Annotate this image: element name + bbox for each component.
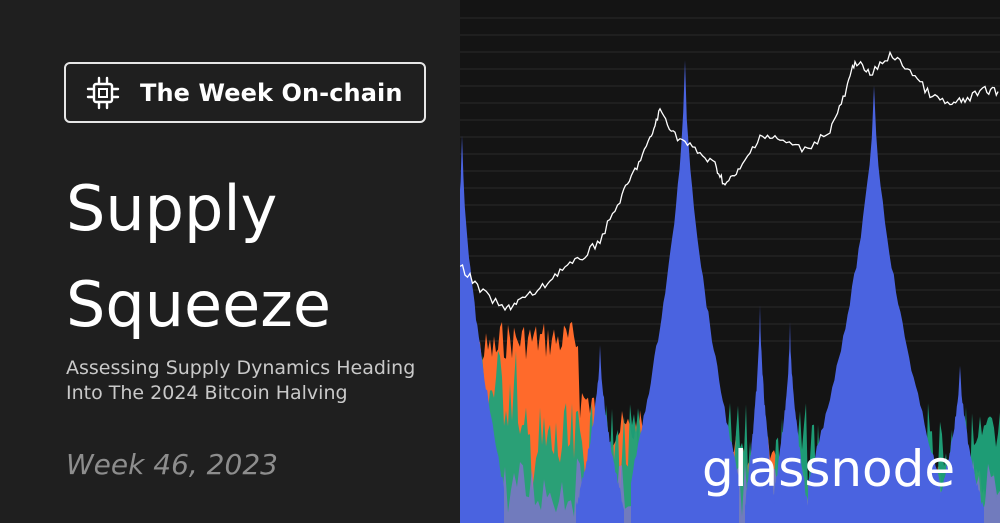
blue-spike-0 — [460, 135, 504, 523]
title-line-2: Squeeze — [66, 268, 331, 341]
title-line-1: Supply — [66, 172, 278, 245]
subtitle-line-1: Assessing Supply Dynamics Heading — [66, 357, 416, 379]
chart-artwork — [460, 0, 1000, 523]
brand-logo: glassnode — [702, 440, 956, 498]
week-label: Week 46, 2023 — [66, 448, 278, 481]
blue-spike-4 — [772, 321, 808, 523]
series-badge: The Week On-chain — [64, 62, 426, 123]
subtitle: Assessing Supply Dynamics Heading Into T… — [66, 356, 456, 406]
left-panel: The Week On-chain Supply Squeeze Assessi… — [0, 0, 460, 523]
price-line — [460, 50, 999, 312]
blue-spike-3 — [576, 345, 624, 523]
blue-spike-1 — [631, 60, 739, 523]
subtitle-line-2: Into The 2024 Bitcoin Halving — [66, 382, 348, 404]
blue-spike-6 — [745, 305, 775, 523]
badge-label: The Week On-chain — [140, 78, 403, 107]
blue-spike-2 — [808, 85, 940, 523]
blue-spike-5 — [936, 365, 984, 523]
chart-artwork-svg — [460, 17, 1000, 523]
chip-icon — [86, 76, 120, 110]
